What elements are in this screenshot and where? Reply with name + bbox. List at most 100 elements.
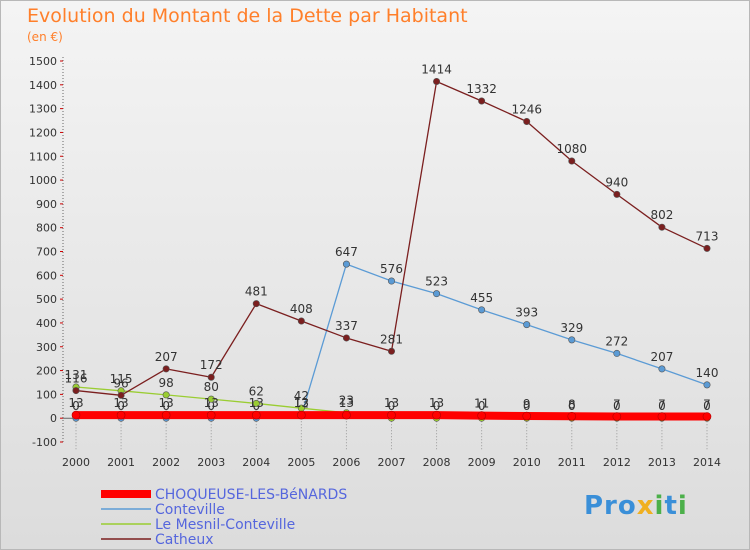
data-label: 13 — [339, 396, 354, 410]
y-tick-label: 400 — [36, 317, 57, 330]
x-tick-label: 2012 — [603, 456, 631, 469]
data-point — [522, 411, 532, 421]
data-point — [657, 412, 667, 421]
data-label: 272 — [605, 334, 628, 348]
data-label: 940 — [605, 175, 628, 189]
data-label: 9 — [523, 397, 531, 411]
data-label: 0 — [388, 399, 396, 413]
data-point — [297, 410, 306, 420]
data-label: 523 — [425, 275, 448, 289]
y-tick-label: 1300 — [29, 103, 57, 116]
data-label: 393 — [515, 306, 538, 320]
y-tick-label: 300 — [36, 341, 57, 354]
data-point — [478, 97, 486, 105]
y-tick-label: 1000 — [29, 174, 57, 187]
data-label: 131 — [65, 368, 88, 382]
data-label: 13 — [68, 396, 83, 410]
data-point — [703, 244, 711, 252]
data-point — [387, 410, 396, 420]
y-tick-label: -100 — [32, 436, 57, 449]
data-point — [703, 381, 711, 389]
data-label: 13 — [204, 396, 219, 410]
data-point — [613, 190, 621, 198]
legend-label: CHOQUEUSE-LES-BéNARDS — [155, 487, 347, 503]
y-tick-label: 600 — [36, 269, 57, 282]
data-label: 576 — [380, 262, 403, 276]
x-tick-label: 2002 — [152, 456, 180, 469]
data-label: 42 — [294, 389, 309, 403]
data-label: 172 — [200, 358, 223, 372]
x-tick-label: 2009 — [468, 456, 496, 469]
data-label: 13 — [249, 396, 264, 410]
data-label: 207 — [155, 350, 178, 364]
y-tick-label: 0 — [50, 412, 57, 425]
data-label: 116 — [65, 372, 88, 386]
data-label: 0 — [433, 399, 441, 413]
x-tick-label: 2006 — [332, 456, 360, 469]
data-point — [207, 373, 215, 381]
data-point — [342, 410, 351, 420]
data-label: 13 — [113, 396, 128, 410]
data-point — [206, 410, 216, 420]
data-label: 23 — [339, 394, 354, 408]
legend-label: Conteville — [155, 502, 225, 518]
x-tick-label: 2010 — [513, 456, 541, 469]
data-label: 713 — [696, 229, 719, 243]
y-tick-label: 200 — [36, 365, 57, 378]
data-label: 647 — [335, 245, 358, 259]
data-point — [117, 391, 125, 399]
x-tick-label: 2007 — [378, 456, 406, 469]
data-point — [658, 223, 666, 231]
x-tick-label: 2000 — [62, 456, 90, 469]
data-point — [567, 411, 577, 421]
y-tick-label: 1500 — [29, 55, 57, 68]
x-tick-label: 2013 — [648, 456, 676, 469]
data-label: 12 — [294, 396, 309, 410]
data-point — [477, 411, 486, 420]
data-point — [432, 410, 441, 420]
legend-label: Le Mesnil-Conteville — [155, 517, 295, 533]
y-tick-label: 800 — [36, 222, 57, 235]
data-point — [342, 334, 350, 342]
data-point — [71, 410, 81, 420]
data-label: 0 — [207, 399, 215, 413]
data-label: 281 — [380, 332, 403, 346]
data-point — [252, 399, 260, 407]
data-point — [658, 365, 666, 373]
data-label: 1246 — [511, 102, 542, 116]
data-point — [162, 365, 170, 373]
y-tick-label: 1100 — [29, 150, 57, 163]
x-tick-label: 2001 — [107, 456, 135, 469]
data-label: 8 — [568, 397, 576, 411]
data-label: 455 — [470, 291, 493, 305]
x-tick-label: 2004 — [242, 456, 270, 469]
data-point — [523, 117, 531, 125]
data-point — [162, 391, 170, 399]
data-label: 0 — [703, 399, 711, 413]
chart-unit: (en €) — [27, 30, 63, 44]
data-point — [252, 300, 260, 308]
data-point — [613, 349, 621, 357]
data-point — [387, 347, 395, 355]
data-label: 13 — [159, 396, 174, 410]
data-point — [387, 277, 395, 285]
y-tick-label: 1200 — [29, 126, 57, 139]
data-label: 7 — [703, 398, 711, 412]
y-tick-label: 700 — [36, 246, 57, 259]
data-point — [612, 412, 622, 421]
data-label: 13 — [429, 396, 444, 410]
data-label: 0 — [613, 399, 621, 413]
data-point — [72, 387, 80, 395]
x-tick-label: 2005 — [287, 456, 315, 469]
data-label: 0 — [162, 399, 170, 413]
data-label: 1080 — [557, 142, 588, 156]
legend-label: Catheux — [155, 532, 214, 548]
data-label: 337 — [335, 319, 358, 333]
data-label: 80 — [204, 380, 219, 394]
data-label: 0 — [568, 399, 576, 413]
data-label: 1414 — [421, 62, 452, 76]
data-point — [297, 317, 305, 325]
data-point — [207, 395, 215, 403]
y-tick-label: 100 — [36, 388, 57, 401]
